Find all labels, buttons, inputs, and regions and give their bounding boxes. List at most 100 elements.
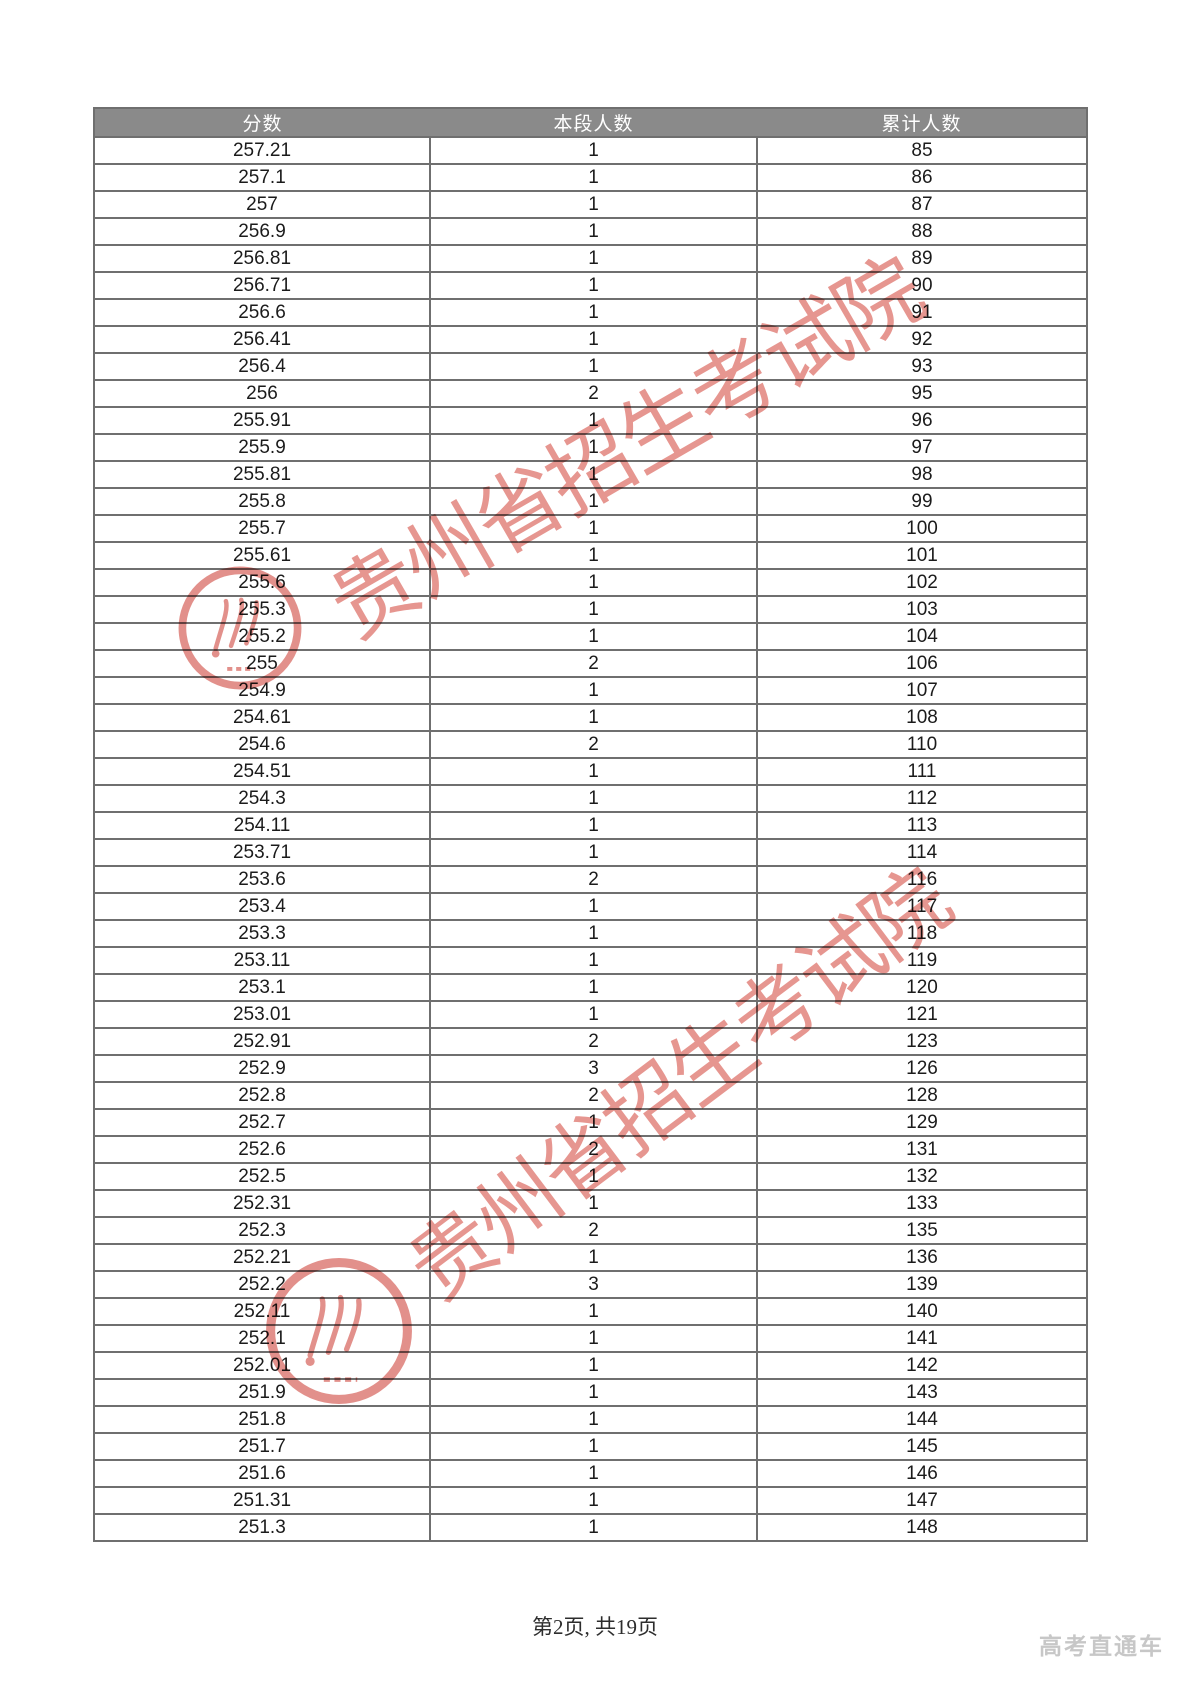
cumulative-count-column-header: 累计人数 [757,108,1087,137]
table-row: 253.3 1 118 [93,919,1088,948]
cumulative-count-cell: 135 [756,1216,1088,1245]
segment-count-cell: 1 [429,1486,758,1515]
score-cell: 254.51 [93,757,431,786]
table-row: 256.6 1 91 [93,298,1088,327]
table-row: 252.01 1 142 [93,1351,1088,1380]
score-cell: 252.11 [93,1297,431,1326]
segment-count-cell: 1 [429,190,758,219]
score-cell: 252.7 [93,1108,431,1137]
cumulative-count-cell: 113 [756,811,1088,840]
segment-count-cell: 2 [429,1081,758,1110]
segment-count-cell: 1 [429,1351,758,1380]
table-row: 252.9 3 126 [93,1054,1088,1083]
segment-count-cell: 1 [429,811,758,840]
table-row: 254.3 1 112 [93,784,1088,813]
cumulative-count-cell: 121 [756,1000,1088,1029]
cumulative-count-cell: 85 [756,136,1088,165]
segment-count-cell: 1 [429,946,758,975]
cumulative-count-cell: 90 [756,271,1088,300]
cumulative-count-cell: 104 [756,622,1088,651]
table-row: 254.61 1 108 [93,703,1088,732]
cumulative-count-cell: 131 [756,1135,1088,1164]
score-cell: 255.6 [93,568,431,597]
table-row: 257.1 1 86 [93,163,1088,192]
segment-count-cell: 1 [429,1000,758,1029]
score-cell: 255.9 [93,433,431,462]
cumulative-count-cell: 91 [756,298,1088,327]
segment-count-cell: 2 [429,730,758,759]
score-cell: 257 [93,190,431,219]
segment-count-cell: 1 [429,676,758,705]
score-cell: 255.8 [93,487,431,516]
cumulative-count-cell: 144 [756,1405,1088,1434]
segment-count-column-header: 本段人数 [430,108,757,137]
score-cell: 256.9 [93,217,431,246]
score-cell: 254.6 [93,730,431,759]
score-cell: 255.91 [93,406,431,435]
table-row: 256.9 1 88 [93,217,1088,246]
segment-count-cell: 1 [429,892,758,921]
score-cell: 251.8 [93,1405,431,1434]
cumulative-count-cell: 97 [756,433,1088,462]
score-cell: 251.31 [93,1486,431,1515]
cumulative-count-cell: 100 [756,514,1088,543]
cumulative-count-cell: 92 [756,325,1088,354]
table-row: 252.6 2 131 [93,1135,1088,1164]
score-cell: 252.91 [93,1027,431,1056]
table-row: 254.11 1 113 [93,811,1088,840]
segment-count-cell: 2 [429,865,758,894]
segment-count-cell: 1 [429,838,758,867]
segment-count-cell: 1 [429,541,758,570]
table-row: 252.5 1 132 [93,1162,1088,1191]
segment-count-cell: 1 [429,406,758,435]
segment-count-cell: 1 [429,244,758,273]
cumulative-count-cell: 146 [756,1459,1088,1488]
score-cell: 256 [93,379,431,408]
table-row: 253.4 1 117 [93,892,1088,921]
cumulative-count-cell: 101 [756,541,1088,570]
segment-count-cell: 2 [429,1135,758,1164]
table-row: 253.1 1 120 [93,973,1088,1002]
segment-count-cell: 1 [429,1189,758,1218]
cumulative-count-cell: 119 [756,946,1088,975]
score-cell: 252.01 [93,1351,431,1380]
score-cell: 252.31 [93,1189,431,1218]
table-row: 257.21 1 85 [93,136,1088,165]
segment-count-cell: 1 [429,1162,758,1191]
score-cell: 257.21 [93,136,431,165]
score-cell: 254.3 [93,784,431,813]
table-row: 252.91 2 123 [93,1027,1088,1056]
table-row: 255.8 1 99 [93,487,1088,516]
segment-count-cell: 1 [429,460,758,489]
score-cell: 255.7 [93,514,431,543]
cumulative-count-cell: 143 [756,1378,1088,1407]
score-cell: 255.61 [93,541,431,570]
cumulative-count-cell: 117 [756,892,1088,921]
segment-count-cell: 1 [429,217,758,246]
table-row: 255.2 1 104 [93,622,1088,651]
table-row: 252.1 1 141 [93,1324,1088,1353]
cumulative-count-cell: 103 [756,595,1088,624]
segment-count-cell: 2 [429,1216,758,1245]
score-cell: 256.81 [93,244,431,273]
score-cell: 252.6 [93,1135,431,1164]
score-cell: 255.81 [93,460,431,489]
score-cell: 255.3 [93,595,431,624]
segment-count-cell: 1 [429,325,758,354]
score-column-header: 分数 [94,108,430,137]
score-cell: 252.1 [93,1324,431,1353]
table-row: 255 2 106 [93,649,1088,678]
cumulative-count-cell: 107 [756,676,1088,705]
segment-count-cell: 1 [429,1108,758,1137]
table-row: 255.7 1 100 [93,514,1088,543]
segment-count-cell: 1 [429,757,758,786]
segment-count-cell: 1 [429,703,758,732]
table-row: 254.6 2 110 [93,730,1088,759]
score-cell: 255 [93,649,431,678]
score-cell: 256.6 [93,298,431,327]
score-table-body: 257.21 1 85 257.1 1 86 257 1 87 256.9 1 88 256.81 1 89… [93,136,1088,1542]
table-row: 252.2 3 139 [93,1270,1088,1299]
segment-count-cell: 3 [429,1270,758,1299]
table-row: 255.91 1 96 [93,406,1088,435]
score-cell: 252.21 [93,1243,431,1272]
